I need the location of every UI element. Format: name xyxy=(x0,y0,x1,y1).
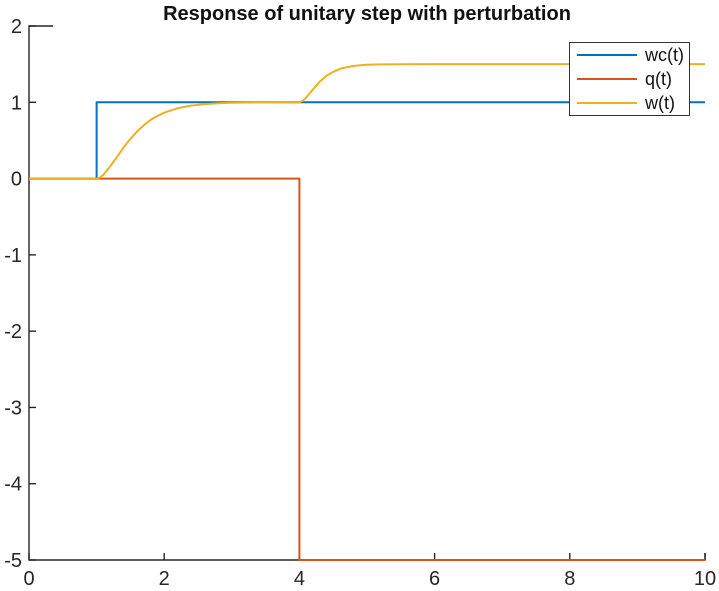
y-tick-label: -3 xyxy=(4,397,22,419)
x-tick-label: 8 xyxy=(564,568,575,590)
legend-line-sample xyxy=(577,102,637,104)
x-tick-label: 4 xyxy=(294,568,305,590)
y-tick-label: 1 xyxy=(11,92,22,114)
chart-title: Response of unitary step with perturbati… xyxy=(163,3,571,25)
x-tick-label: 6 xyxy=(429,568,440,590)
legend-entry[interactable]: q(t) xyxy=(570,67,689,91)
legend-entry[interactable]: wc(t) xyxy=(570,43,689,67)
legend-line-sample xyxy=(577,54,637,56)
y-tick-label: -1 xyxy=(4,245,22,267)
series-wt xyxy=(29,63,705,180)
y-tick-label: 0 xyxy=(11,169,22,191)
legend-label: w(t) xyxy=(645,92,675,113)
x-tick-label: 0 xyxy=(23,568,34,590)
legend-line-sample xyxy=(577,78,637,80)
y-tick-label: 2 xyxy=(11,16,22,38)
x-tick-label: 10 xyxy=(694,568,716,590)
series-qt xyxy=(29,177,705,561)
y-tick-label: -4 xyxy=(4,474,22,496)
y-tick-label: -5 xyxy=(4,550,22,572)
x-tick-label: 2 xyxy=(159,568,170,590)
legend-label: q(t) xyxy=(645,68,672,89)
legend-label: wc(t) xyxy=(645,44,684,65)
legend-entry[interactable]: w(t) xyxy=(570,91,689,115)
y-tick-label: -2 xyxy=(4,321,22,343)
legend[interactable]: wc(t) q(t) w(t) xyxy=(569,42,690,116)
